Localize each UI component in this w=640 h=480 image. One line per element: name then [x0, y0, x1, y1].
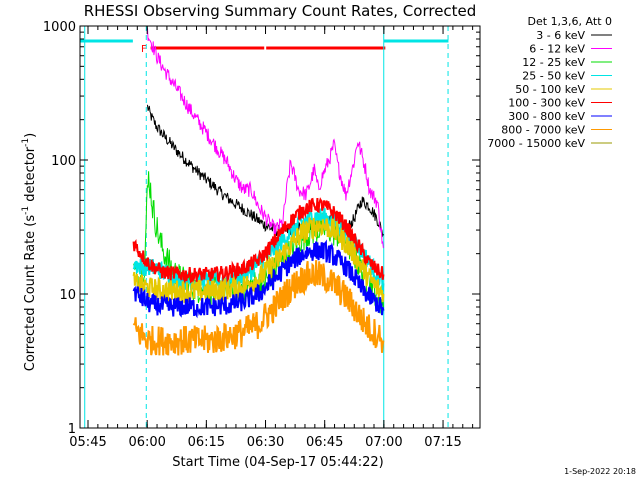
y-axis-title-exponent-2: -1 — [21, 138, 31, 147]
x-tick-label: 07:15 — [424, 435, 461, 450]
x-tick-label: 06:15 — [188, 435, 225, 450]
series-line-6 — [132, 239, 385, 319]
series-5 — [132, 197, 385, 285]
legend-label: 100 - 300 keV — [508, 97, 585, 110]
legend-label: 800 - 7000 keV — [501, 124, 585, 137]
series-1 — [147, 28, 384, 249]
legend-label: 25 - 50 keV — [522, 70, 585, 83]
x-axis-title: Start Time (04-Sep-17 05:44:22) — [172, 455, 383, 470]
y-axis-title-exponent-1: -1 — [21, 206, 31, 215]
legend-label: 7000 - 15000 keV — [487, 137, 585, 150]
y-axis-title-part-2: detector — [23, 146, 38, 206]
footer-date: 1-Sep-2022 20:18 — [564, 467, 636, 476]
legend-label: 50 - 100 keV — [515, 83, 585, 96]
flag-label: F — [141, 44, 147, 55]
legend-label: 300 - 800 keV — [508, 110, 585, 123]
legend-label: 12 - 25 keV — [522, 56, 585, 69]
y-axis-title-part-1: Corrected Count Rate (s — [23, 215, 38, 372]
series-line-7 — [132, 260, 385, 356]
series-7 — [132, 260, 385, 356]
x-tick-label: 06:00 — [128, 435, 165, 450]
x-tick-label: 07:00 — [365, 435, 402, 450]
series-6 — [132, 239, 385, 319]
series-line-1 — [147, 28, 384, 249]
series-line-5 — [132, 197, 385, 285]
y-tick-label: 1000 — [43, 20, 76, 35]
overlay-layer: F — [80, 26, 449, 428]
legend-label: 6 - 12 keV — [529, 43, 585, 56]
series-0 — [147, 104, 384, 238]
y-tick-label: 1 — [68, 422, 76, 437]
y-axis-title-part-3: ) — [23, 133, 38, 138]
x-tick-label: 06:30 — [247, 435, 284, 450]
series-layer — [132, 28, 385, 356]
ticks-layer: 1 10 100 1000 05:45 06:00 06:15 06:30 06:45 07:00… — [43, 20, 480, 450]
legend-header: Det 1,3,6, Att 0 — [528, 15, 612, 28]
legend-label: 3 - 6 keV — [536, 29, 585, 42]
y-tick-label: 10 — [59, 288, 76, 303]
y-tick-label: 100 — [51, 154, 76, 169]
y-axis-title: Corrected Count Rate (s-1 detector-1) — [21, 133, 38, 371]
plot-frame — [79, 25, 481, 429]
x-tick-label: 05:45 — [69, 435, 106, 450]
chart-title: RHESSI Observing Summary Count Rates, Co… — [84, 2, 477, 20]
x-tick-label: 06:45 — [306, 435, 343, 450]
